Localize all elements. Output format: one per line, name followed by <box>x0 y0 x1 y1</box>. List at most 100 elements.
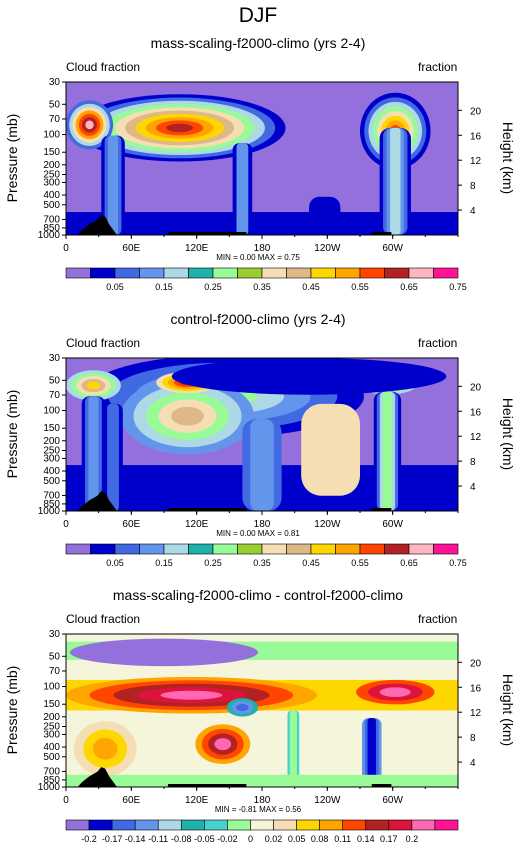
colorbar-label: 0.08 <box>311 834 329 844</box>
colorbar-label: 0.15 <box>155 282 173 292</box>
colorbar-label: 0.05 <box>288 834 306 844</box>
pressure-tick-label: 100 <box>43 682 60 693</box>
contour-region <box>390 127 401 235</box>
colorbar-swatch <box>65 543 91 555</box>
topography <box>77 767 117 787</box>
colorbar-label: 0.05 <box>106 558 124 568</box>
pressure-tick-label: 150 <box>43 699 60 710</box>
contour-region <box>66 465 458 511</box>
contour-region <box>66 679 458 711</box>
colorbar-label: 0.11 <box>334 834 351 844</box>
pressure-tick-label: 1000 <box>38 506 61 517</box>
colorbar-label: 0.14 <box>357 834 375 844</box>
colorbar-swatch <box>114 543 140 555</box>
pressure-tick-label: 700 <box>43 490 60 501</box>
contour-region <box>195 724 251 765</box>
colorbar-label: -0.05 <box>194 834 215 844</box>
colorbar-swatch <box>286 267 312 279</box>
pressure-tick-label: 300 <box>43 729 60 740</box>
plot-frame <box>65 81 459 236</box>
contour-region <box>107 403 119 511</box>
pressure-tick-label: 100 <box>43 130 60 141</box>
colorbar-swatch <box>157 819 182 831</box>
stats-text: MIN = -0.81 MAX = 0.56 <box>214 805 302 814</box>
pressure-tick-label: 850 <box>43 223 60 234</box>
contour-region <box>231 701 254 714</box>
pressure-tick-label: 300 <box>43 453 60 464</box>
colorbar-label: 0.75 <box>449 282 467 292</box>
pressure-tick-label: 400 <box>43 742 60 753</box>
colorbar-swatch <box>408 267 434 279</box>
contour-region <box>236 703 249 712</box>
pressure-tick-label: 70 <box>49 114 61 125</box>
contour-region <box>134 370 311 422</box>
contour-region <box>85 396 102 511</box>
colorbar-label: -0.2 <box>81 834 97 844</box>
height-tick-label: 16 <box>470 407 482 418</box>
pressure-tick-label: 850 <box>43 499 60 510</box>
colorbar-swatch <box>273 819 297 831</box>
pressure-tick-label: 850 <box>43 775 60 786</box>
contour-region <box>162 373 213 392</box>
contour-region <box>214 738 232 751</box>
contour-region <box>81 378 106 393</box>
height-tick-label: 16 <box>470 683 482 694</box>
right-corner-label: fraction <box>418 60 458 74</box>
colorbar-label: 0.45 <box>302 282 320 292</box>
colorbar-swatch <box>180 819 205 831</box>
contour-region <box>81 396 106 511</box>
colorbar-label: -0.08 <box>171 834 192 844</box>
height-axis-label: Height (km) <box>500 673 516 746</box>
right-corner-label: fraction <box>418 612 458 626</box>
colorbar-swatch <box>88 819 113 831</box>
colorbar-swatch <box>365 819 390 831</box>
pressure-axis-label: Pressure (mb) <box>4 113 20 202</box>
colorbar-swatch <box>310 267 336 279</box>
colorbar-swatch <box>163 267 189 279</box>
contour-region <box>78 113 101 136</box>
colorbar-swatch <box>237 267 263 279</box>
contour-region <box>232 143 253 235</box>
colorbar-swatch <box>286 543 312 555</box>
contour-region <box>379 687 411 697</box>
contour-region <box>381 115 410 147</box>
pressure-tick-label: 30 <box>49 353 61 364</box>
contour-region <box>167 375 208 390</box>
plot-frame <box>65 357 459 512</box>
colorbar-swatch <box>342 819 367 831</box>
right-corner-label: fraction <box>418 336 458 350</box>
height-axis-label: Height (km) <box>500 121 516 194</box>
left-corner-label: Cloud fraction <box>66 60 141 74</box>
height-axis-label: Height (km) <box>500 397 516 470</box>
contour-region <box>66 100 114 150</box>
contour-region <box>66 774 458 787</box>
contour-background <box>66 82 458 235</box>
pressure-tick-label: 700 <box>43 766 60 777</box>
contour-region <box>364 718 379 787</box>
contour-background <box>66 358 458 511</box>
contour-region <box>356 679 435 705</box>
colorbar-label: -0.14 <box>125 834 146 844</box>
colorbar-label: 0.35 <box>253 558 271 568</box>
contour-region <box>379 391 396 511</box>
left-corner-label: Cloud fraction <box>66 612 141 626</box>
height-tick-label: 16 <box>470 131 482 142</box>
contour-region <box>84 97 276 159</box>
contour-region <box>367 718 376 787</box>
contour-region <box>120 377 255 455</box>
contour-region <box>66 370 121 401</box>
contour-region <box>289 710 297 780</box>
contour-region <box>364 97 427 165</box>
contour-region <box>88 396 99 511</box>
pressure-tick-label: 150 <box>43 147 60 158</box>
pressure-tick-label: 70 <box>49 666 61 677</box>
contour-region <box>137 687 246 704</box>
colorbar-label: 0.17 <box>380 834 398 844</box>
topography <box>167 508 247 511</box>
colorbar-swatch <box>237 543 263 555</box>
topography <box>77 215 117 235</box>
contour-region <box>226 698 259 717</box>
colorbar-swatch <box>384 543 410 555</box>
colorbar-swatch <box>319 819 344 831</box>
colorbar-swatch <box>261 543 287 555</box>
